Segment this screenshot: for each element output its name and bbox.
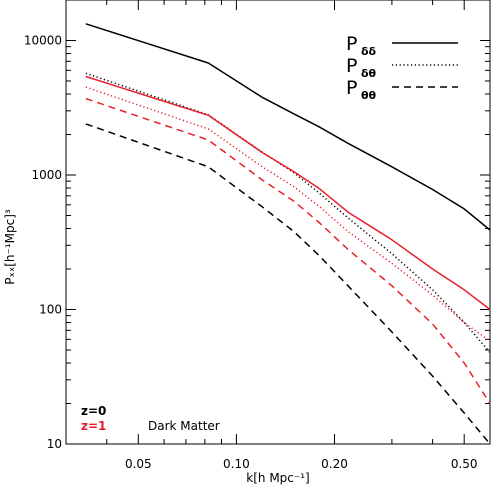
x-tick-label: 0.50 (451, 457, 478, 471)
plot-frame (65, 0, 491, 445)
annotations: z=0 z=1 Dark Matter (81, 404, 220, 433)
tick-labels: 0.05 0.10 0.20 0.50 10 100 1000 10000 (24, 33, 478, 471)
annotation-z1: z=1 (81, 419, 106, 433)
series-line-tt-z0 (85, 123, 491, 445)
axis-ticks (65, 0, 490, 445)
legend-subscript: θθ (361, 89, 377, 102)
legend-label: P (346, 55, 357, 77)
y-tick-label: 10000 (24, 33, 62, 47)
x-tick-label: 0.20 (321, 457, 348, 471)
series-line-dt-z0 (85, 72, 491, 353)
legend-subscript: δδ (361, 45, 377, 58)
legend-subscript: δθ (361, 67, 377, 80)
series-line-dd-z1 (85, 75, 491, 311)
series-line-tt-z1 (85, 97, 491, 404)
y-axis-label: Pₓₓ[h⁻¹Mpc]³ (3, 209, 17, 285)
series-line-dt-z1 (85, 86, 491, 342)
y-tick-label: 1000 (31, 168, 62, 182)
annotation-z0: z=0 (81, 404, 106, 418)
data-series (85, 23, 491, 445)
x-axis-label: k[h Mpc⁻¹] (246, 471, 309, 485)
y-tick-label: 10 (47, 437, 62, 451)
series-line-dd-z0 (85, 23, 491, 231)
legend-label: P (346, 33, 357, 55)
x-tick-label: 0.10 (223, 457, 250, 471)
y-tick-label: 100 (39, 302, 62, 316)
annotation-dark-matter: Dark Matter (148, 419, 220, 433)
legend-label: P (346, 77, 357, 99)
x-tick-label: 0.05 (125, 457, 152, 471)
